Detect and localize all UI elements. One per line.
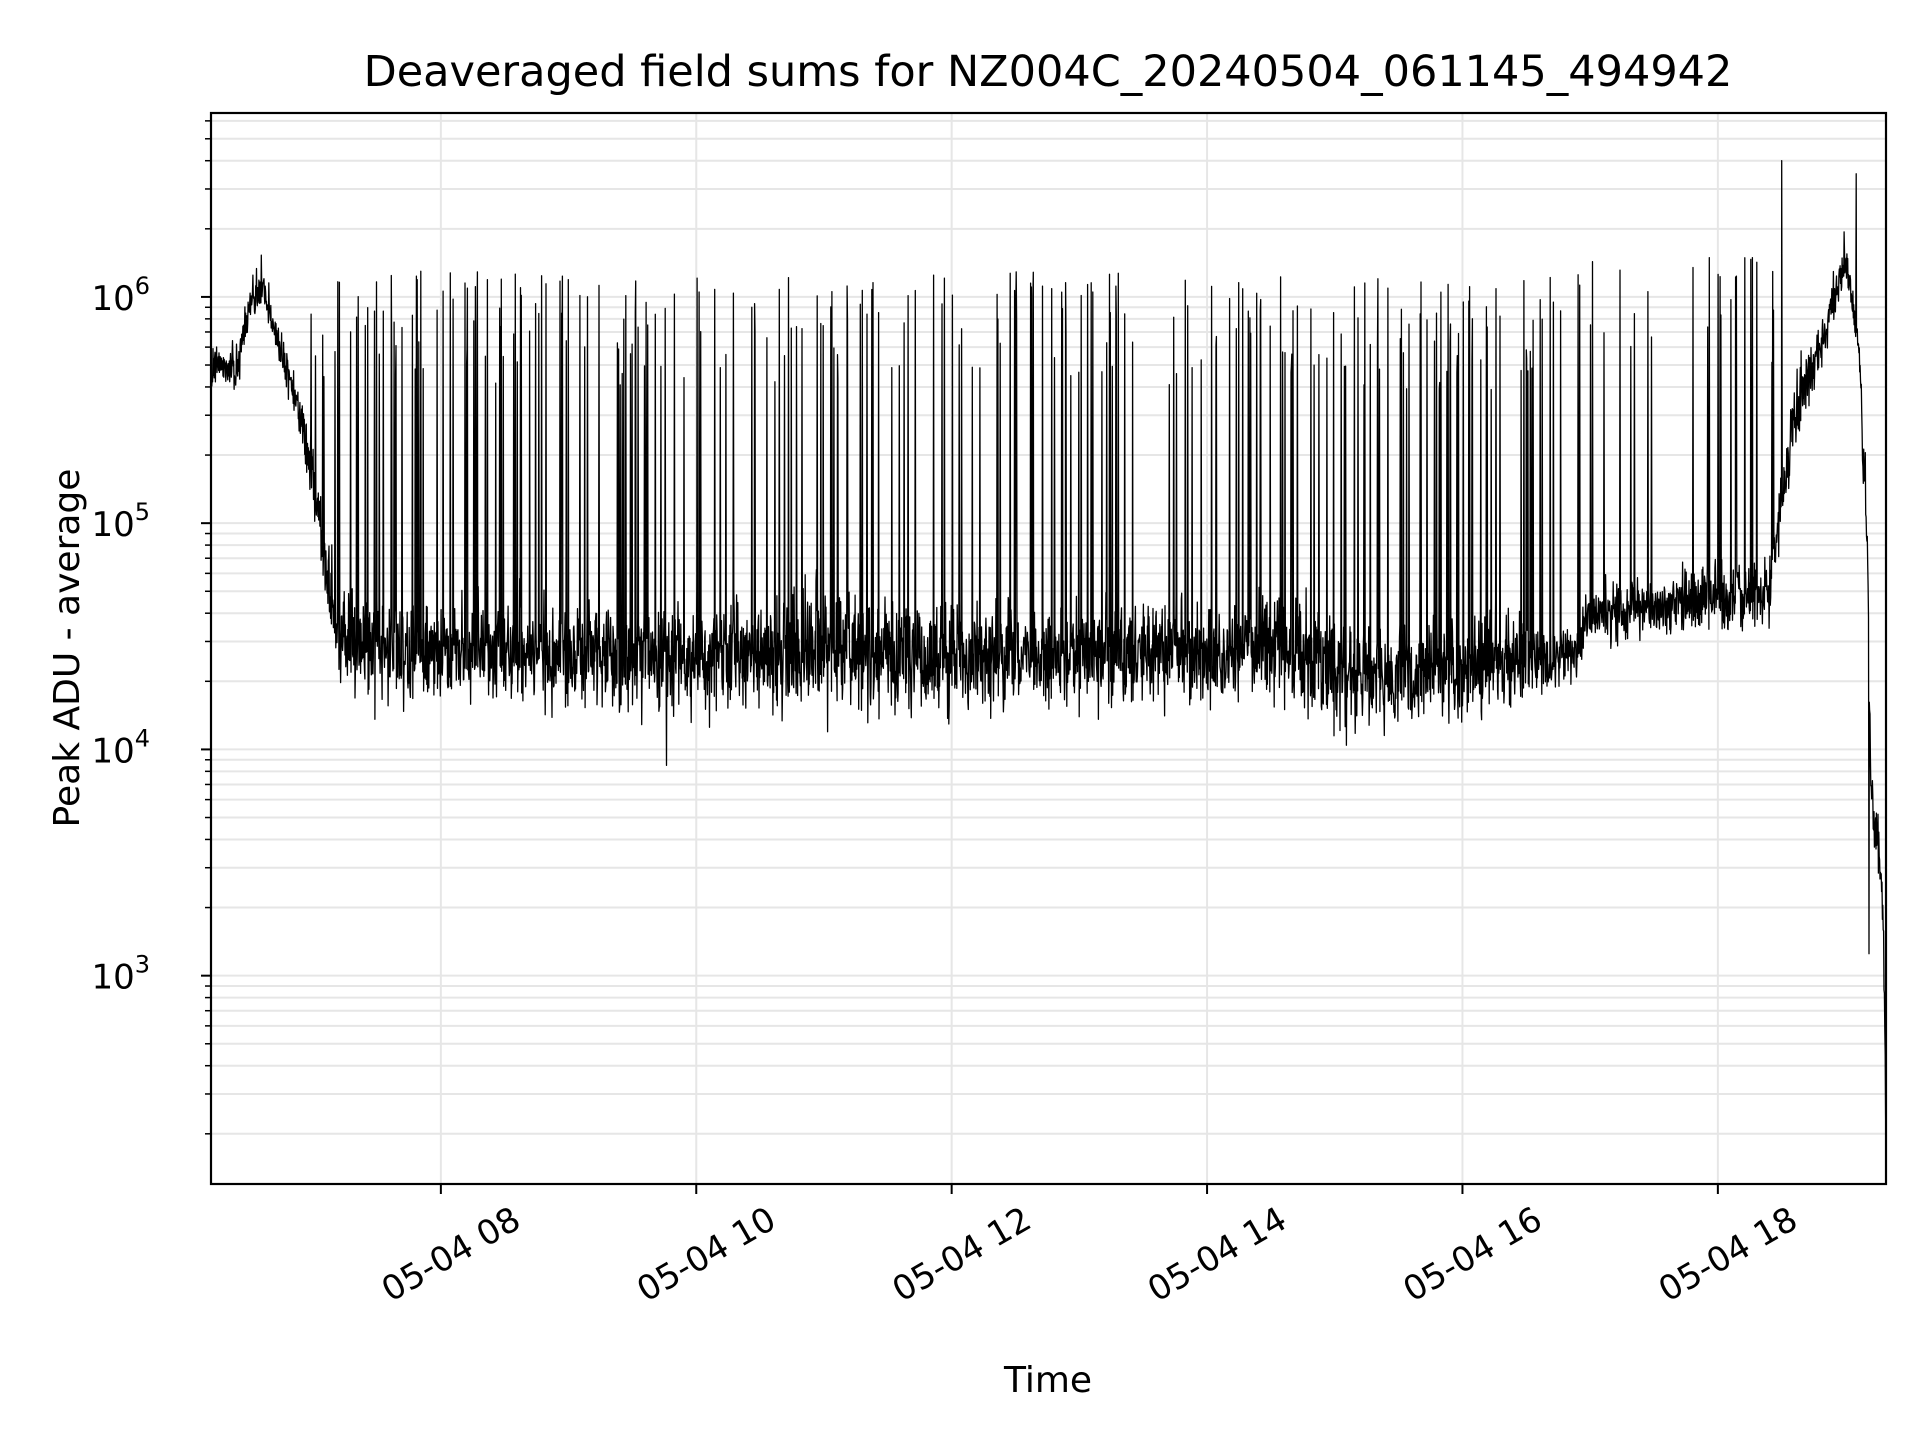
y-tick-exponent: 3 — [135, 951, 150, 979]
series-line — [210, 160, 1887, 1155]
y-tick-label: 104 — [91, 724, 150, 771]
y-tick-exponent: 4 — [135, 724, 150, 752]
x-axis-label: Time — [1003, 1360, 1092, 1401]
chart-title: Deaveraged field sums for NZ004C_2024050… — [364, 47, 1733, 97]
plot-frame — [209, 111, 1888, 1186]
y-tick-base: 10 — [91, 505, 134, 545]
y-tick-base: 10 — [91, 731, 134, 771]
series-layer — [210, 160, 1887, 1155]
y-tick-label: 105 — [91, 498, 150, 545]
y-tick-label: 106 — [91, 272, 150, 319]
y-tick-base: 10 — [91, 279, 134, 319]
y-tick-exponent: 5 — [135, 498, 150, 526]
y-axis-label: Peak ADU - average — [47, 469, 88, 828]
x-tick-label: 05-04 18 — [1652, 1199, 1804, 1310]
y-tick-base: 10 — [91, 958, 134, 998]
grid-layer — [211, 113, 1886, 1184]
x-tick-label: 05-04 08 — [375, 1199, 527, 1310]
y-tick-exponent: 6 — [135, 272, 150, 300]
x-tick-label: 05-04 12 — [886, 1199, 1038, 1310]
x-tick-label: 05-04 14 — [1141, 1199, 1293, 1310]
x-tick-label: 05-04 16 — [1397, 1199, 1549, 1310]
x-tick-label: 05-04 10 — [630, 1199, 782, 1310]
y-tick-label: 103 — [91, 951, 150, 998]
